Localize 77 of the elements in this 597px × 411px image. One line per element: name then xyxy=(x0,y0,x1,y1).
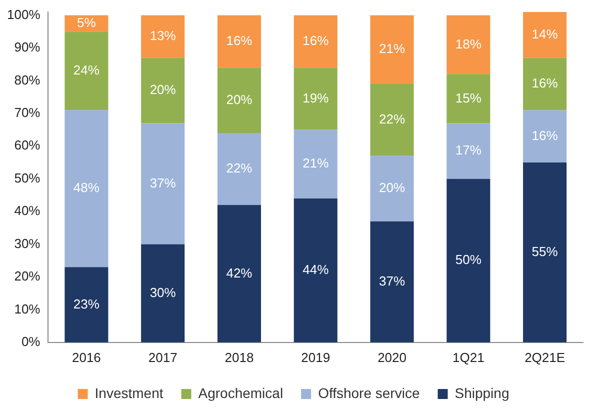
data-label: 20% xyxy=(379,180,406,196)
y-tick-label: 40% xyxy=(14,203,41,218)
bar xyxy=(64,267,108,342)
y-tick-label: 90% xyxy=(14,40,41,55)
data-label: 42% xyxy=(226,265,253,280)
legend-label: Agrochemical xyxy=(198,384,284,401)
x-tick-label: 2017 xyxy=(148,350,178,365)
legend-label: Investment xyxy=(94,384,164,401)
data-label: 22% xyxy=(379,112,406,127)
bar xyxy=(294,15,338,68)
data-label: 30% xyxy=(150,284,176,300)
data-label: 19% xyxy=(302,90,330,106)
x-tick-label: 2019 xyxy=(301,350,330,365)
y-tick-label: 50% xyxy=(14,170,41,186)
legend-label: Offshore service xyxy=(318,384,420,401)
x-tick-label: 2020 xyxy=(378,350,406,365)
bar xyxy=(217,15,262,68)
data-label: 55% xyxy=(532,244,558,260)
data-label: 21% xyxy=(379,41,406,56)
data-label: 17% xyxy=(455,142,482,158)
data-label: 18% xyxy=(455,36,482,52)
data-label: 16% xyxy=(226,33,253,48)
bar xyxy=(370,15,414,84)
data-label: 16% xyxy=(532,76,558,91)
bar xyxy=(523,12,567,58)
data-label: 16% xyxy=(302,33,330,48)
y-tick-label: 20% xyxy=(14,268,41,284)
y-tick-label: 0% xyxy=(21,334,41,349)
data-label: 23% xyxy=(73,296,100,312)
y-tick-label: 80% xyxy=(14,72,41,88)
bar xyxy=(523,110,567,162)
bar xyxy=(523,58,567,110)
data-label: 48% xyxy=(73,180,100,196)
data-label: 44% xyxy=(302,262,330,278)
data-label: 13% xyxy=(150,28,176,44)
data-label: 14% xyxy=(532,26,558,42)
bar xyxy=(64,32,108,110)
data-label: 37% xyxy=(150,175,176,190)
bar xyxy=(446,74,490,124)
bar xyxy=(446,123,490,179)
bar xyxy=(370,221,414,342)
bar xyxy=(370,84,414,156)
bar xyxy=(294,68,338,130)
data-label: 50% xyxy=(455,252,482,268)
bar xyxy=(523,162,567,342)
y-tick-label: 100% xyxy=(7,6,41,22)
bar xyxy=(294,130,338,198)
bar xyxy=(141,15,185,58)
x-tick-label: 1Q21 xyxy=(452,350,484,365)
bar xyxy=(64,110,108,268)
data-label: 37% xyxy=(379,273,406,288)
x-tick-label: 2Q21E xyxy=(524,350,566,365)
bar xyxy=(446,15,490,74)
data-label: 15% xyxy=(455,90,482,106)
bar xyxy=(370,156,414,222)
data-label: 16% xyxy=(532,128,558,143)
bar xyxy=(294,198,338,342)
y-tick-label: 30% xyxy=(14,236,41,251)
x-tick-label: 2018 xyxy=(224,350,254,365)
x-tick-label: 2016 xyxy=(72,350,101,365)
bar xyxy=(141,244,185,342)
bar xyxy=(217,68,262,134)
bar xyxy=(217,133,262,206)
data-label: 5% xyxy=(77,15,96,30)
bar xyxy=(446,178,490,342)
data-label: 21% xyxy=(302,156,330,171)
bar xyxy=(141,58,185,124)
data-label: 22% xyxy=(226,160,253,176)
y-tick-label: 10% xyxy=(14,301,41,316)
data-label: 24% xyxy=(73,62,100,78)
legend-label: Shipping xyxy=(454,384,510,401)
bar xyxy=(141,123,185,244)
data-label: 20% xyxy=(150,82,176,98)
data-label: 20% xyxy=(226,92,253,107)
y-tick-label: 60% xyxy=(14,138,41,153)
y-tick-label: 70% xyxy=(14,104,41,120)
bar xyxy=(217,205,262,342)
